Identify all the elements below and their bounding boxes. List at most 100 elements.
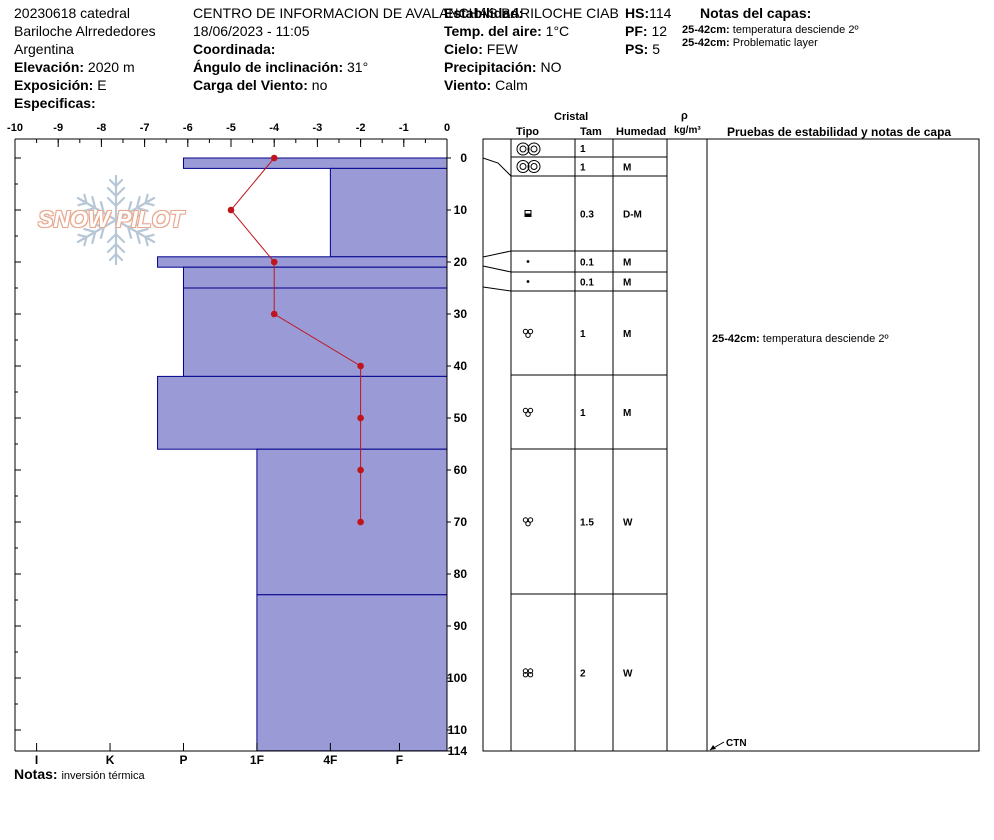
organization: CENTRO DE INFORMACION DE AVALANCHAS BARI…	[193, 5, 619, 21]
table-moisture: D-M	[623, 210, 642, 221]
crystal-grain	[527, 668, 534, 674]
crystal-clustered-icon	[522, 407, 534, 417]
temperature-point	[357, 466, 364, 474]
exposure-value: E	[97, 77, 107, 93]
depth-tick-label: 80	[454, 567, 468, 581]
hardness-tick-label: F	[396, 753, 403, 767]
crystal-grain	[527, 672, 534, 678]
depth-tick-label: 0	[460, 151, 467, 165]
precip-value: NO	[540, 59, 562, 75]
wind-load-row: Carga del Viento: no	[193, 77, 327, 93]
table-moisture: M	[623, 278, 631, 289]
layer-note-2: 25-42cm: Problematic layer	[682, 37, 818, 50]
layer-note-1: 25-42cm: temperatura desciende 2º	[682, 24, 858, 37]
temperature-point	[357, 362, 364, 370]
hardness-layer-8	[256, 594, 448, 752]
hardness-tick-label: P	[179, 753, 187, 767]
sky-value: FEW	[486, 41, 518, 57]
temp-tick-label: -8	[97, 122, 107, 134]
temperature-point	[270, 310, 278, 318]
temperature-point	[357, 414, 364, 422]
depth-tick-label: 50	[454, 411, 468, 425]
crystal-ring	[530, 145, 538, 153]
notes-label: Notas:	[14, 766, 58, 782]
crystal-grain	[527, 328, 534, 335]
crystal-ring	[519, 163, 527, 170]
wind-load-value: no	[311, 77, 328, 93]
crystal-grain	[527, 407, 534, 414]
crystal-dot-icon	[526, 260, 530, 263]
crystal-grain	[522, 407, 529, 414]
wind-row: Viento: Calm	[444, 77, 528, 93]
crystal-dot-icon	[526, 280, 530, 283]
crystal-grain	[527, 517, 534, 523]
crystal-grain	[525, 332, 531, 338]
air-temp-value: 1°C	[545, 23, 570, 39]
table-size: 1.5	[580, 518, 594, 529]
temperature-profile	[227, 154, 364, 526]
hardness-layer-2	[329, 167, 448, 258]
sky-label: Cielo:	[444, 41, 483, 57]
exposure-label: Exposición:	[14, 77, 94, 93]
hardness-layer-5	[182, 287, 448, 377]
tests-header: Pruebas de estabilidad y notas de capa	[727, 125, 952, 139]
pf-label: PF:	[625, 23, 648, 39]
chart-axes: -10 -9 -8 -7 -6 -5 -4 -3 -2 -1 0I K P 1F 4F F0102030405…	[7, 122, 467, 767]
crystal-header: Cristal	[554, 111, 589, 123]
crystal-grain	[522, 668, 529, 674]
crystal-melt-freeze-icon	[524, 210, 532, 217]
depth-tick-label: 60	[454, 463, 468, 477]
hardness-layer-3	[157, 256, 448, 268]
crystal-clustered-icon	[522, 517, 534, 527]
temp-tick-label: -4	[269, 122, 280, 134]
layer-table: 1 1 M 0.3 D-M 0.1 M 0.1 M 1 M 1 M 1.5 W 2 W	[482, 138, 980, 752]
depth-tick-label: 70	[454, 515, 468, 529]
temp-tick-label: -2	[356, 122, 366, 134]
hardness-layer-6	[157, 375, 448, 450]
table-moisture: M	[623, 163, 631, 174]
density-unit-header: kg/m³	[674, 125, 701, 136]
table-size: 2	[580, 669, 586, 680]
type-header: Tipo	[516, 126, 540, 138]
temp-tick-label: -9	[53, 122, 63, 134]
elevation-label: Elevación:	[14, 59, 85, 75]
air-temp-label: Temp. del aire:	[444, 23, 542, 39]
hardness-layer-7	[256, 448, 448, 596]
table-size: 0.3	[580, 210, 594, 221]
elevation-value: 2020 m	[87, 59, 135, 75]
stability-note-text: temperatura desciende 2º	[762, 333, 889, 345]
temperature-point	[270, 258, 278, 266]
precip-label: Precipitación:	[444, 59, 537, 75]
exposure-row: Exposición: E	[14, 77, 107, 93]
hs-label: HS:	[625, 5, 650, 21]
temperature-point	[270, 154, 278, 162]
temp-tick-label: -5	[226, 122, 236, 134]
layer-connector	[482, 265, 512, 273]
crystal-dot	[526, 280, 530, 283]
layer-note-2-range: 25-42cm:	[682, 37, 730, 49]
size-header: Tam	[580, 126, 602, 138]
layer-connector	[482, 286, 512, 292]
depth-tick-label: 30	[454, 307, 468, 321]
temperature-line	[230, 157, 362, 522]
ps-value: 5	[652, 41, 661, 57]
layer-notes-title: Notas del capas:	[700, 5, 812, 21]
wind-load-label: Carga del Viento:	[193, 77, 308, 93]
temp-tick-label: 0	[444, 122, 450, 134]
temp-tick-label: -7	[140, 122, 150, 134]
sky-row: Cielo: FEW	[444, 41, 518, 57]
table-size: 0.1	[580, 278, 594, 289]
crystal-ring	[516, 160, 530, 173]
hardness-tick-label: K	[106, 753, 115, 767]
temp-tick-label: -6	[183, 122, 193, 134]
table-moisture: W	[623, 518, 633, 529]
wind-label: Viento:	[444, 77, 492, 93]
temp-tick-label: -1	[399, 122, 409, 134]
site-region: Bariloche Alrrededores	[14, 23, 156, 39]
slope-label: Ángulo de inclinación:	[193, 59, 344, 75]
slope-row: Ángulo de inclinación: 31°	[193, 59, 368, 75]
hs-value: 114	[649, 5, 672, 21]
table-frame	[482, 138, 980, 752]
depth-tick-label: 110	[448, 723, 468, 737]
ground-arrow-head	[710, 745, 716, 750]
